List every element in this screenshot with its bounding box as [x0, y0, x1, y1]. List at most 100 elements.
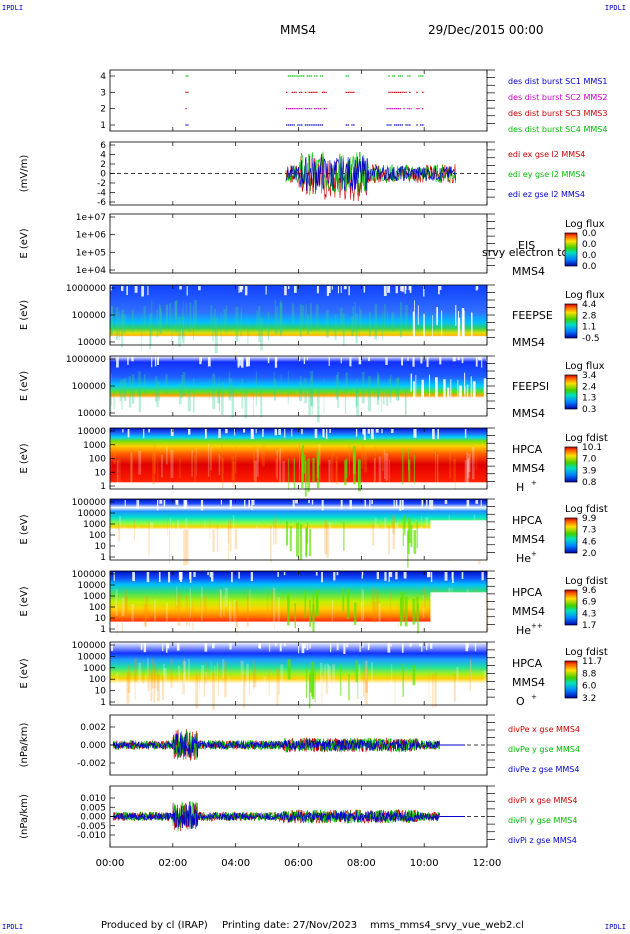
- feepsi-cbar-title: Log flux: [565, 361, 605, 372]
- hpca_o-gap: [343, 643, 346, 654]
- feepsi-streak: [447, 387, 450, 423]
- hpca_he-streak: [270, 526, 272, 563]
- feepse-streak: [355, 313, 358, 344]
- feepse-gap: [316, 286, 319, 294]
- hpca_h-gap: [262, 429, 264, 437]
- hpca_h-streak: [331, 450, 334, 484]
- feepsi-colorbar: [564, 374, 578, 410]
- hpca_hepp-gap: [430, 572, 433, 583]
- hpca_he-gap: [349, 500, 352, 510]
- hpca_hepp-cbar-tick-label: 9.6: [582, 586, 597, 596]
- feepsi-instrument: FEEPSI: [512, 380, 549, 393]
- hpca_he-streak: [227, 518, 229, 543]
- hpca_he-streak: [186, 529, 189, 565]
- hpca_he-streak: [172, 521, 174, 551]
- hpca_o-streak: [453, 673, 456, 702]
- hpca_he-gap: [244, 500, 246, 509]
- hpca_he-streak: [212, 529, 215, 552]
- hpca_o-streak: [394, 671, 396, 706]
- feepsi-gap: [478, 357, 482, 361]
- hpca_h-streak: [319, 451, 321, 482]
- hpca_he-gap: [175, 500, 178, 505]
- hpca_hepp-ytick-label: 100: [89, 603, 106, 613]
- hpca_hepp-streak: [486, 597, 489, 631]
- feepse-streak: [342, 312, 345, 346]
- feepse-streak: [119, 310, 121, 340]
- divpe-ylabel: (nPa/km): [19, 723, 30, 768]
- hpca_he-streak: [169, 530, 171, 564]
- hpca_hepp-streak: [342, 587, 345, 612]
- hpca_o-streak: [357, 669, 359, 700]
- eis-cbar-tick-label: 0.0: [582, 262, 597, 272]
- hpca_he-gap: [156, 500, 159, 511]
- hpca_hepp-gap: [146, 572, 150, 583]
- hpca_hepp-ytick-label: 100000: [72, 570, 107, 580]
- hpca_hepp-ytick-label: 1: [100, 625, 106, 635]
- hpca_he-streak: [117, 522, 121, 542]
- hpca_o-gap: [166, 643, 168, 653]
- hpca_o-streak: [212, 672, 215, 710]
- hpca_h-streak: [234, 445, 237, 473]
- hpca_hepp-streak: [404, 596, 408, 627]
- feepsi-streak: [376, 377, 380, 405]
- hpca_h-gap: [291, 429, 293, 437]
- feepse-gap: [383, 286, 387, 296]
- divpi-legend-entry: divPi x gse MMS4: [508, 796, 577, 805]
- feepse-gap: [439, 286, 442, 290]
- hpca_he-gap: [311, 500, 314, 505]
- burst-legend-entry: des dist burst SC1 MMS1: [508, 77, 607, 86]
- feepsi-streak: [356, 388, 359, 416]
- hpca_h-streak: [304, 460, 307, 497]
- feepse-streak: [121, 314, 123, 348]
- feepsi-gap: [426, 357, 429, 368]
- hpca_hepp-streak: [176, 586, 178, 606]
- hpca_hepp-instrument: HPCA: [512, 586, 543, 599]
- feepse-gap: [293, 286, 297, 293]
- feepsi-spectrogram: [110, 356, 487, 416]
- hpca_o-species-label: O: [516, 695, 525, 708]
- hpca_h-sc-label: MMS4: [512, 462, 545, 475]
- feepse-streak: [305, 303, 307, 327]
- hpca_hepp-gap: [389, 572, 393, 578]
- hpca_h-streak: [316, 456, 320, 489]
- hpca_hepp-streak: [274, 599, 276, 630]
- feepsi-streak: [124, 378, 127, 401]
- feepsi-streak: [181, 374, 184, 398]
- hpca_h-gap: [301, 429, 303, 435]
- burst-legend-entry: des dist burst SC2 MMS2: [508, 93, 607, 102]
- hpca_o-streak: [150, 671, 153, 702]
- hpca_hepp-streak: [246, 594, 249, 627]
- hpca_hepp-streak: [400, 592, 404, 621]
- hpca_o-streak: [412, 664, 416, 686]
- feepse-streak: [339, 307, 343, 327]
- hpca_he-gap: [422, 500, 424, 505]
- feepse-streak: [279, 302, 283, 334]
- hpca_o-streak: [153, 662, 157, 688]
- hpca_o-streak: [432, 674, 434, 708]
- hpca_he-gap: [321, 500, 324, 511]
- hpca_h-streak: [196, 447, 197, 476]
- hpca_o-streak: [323, 664, 326, 700]
- feepsi-gap: [240, 357, 244, 368]
- feepsi-streak: [397, 377, 399, 401]
- eis-overlay-label: srvy electron to: [482, 246, 569, 259]
- hpca_he-gap: [444, 500, 448, 504]
- feepsi-streak: [356, 378, 358, 406]
- feepse-streak: [351, 316, 354, 337]
- feepsi-gap: [412, 357, 415, 367]
- hpca_o-streak: [224, 661, 227, 698]
- hpca_h-streak: [374, 446, 376, 481]
- date-title: 29/Dec/2015 00:00: [428, 23, 544, 37]
- divpi-legend-entry: divPi z gse MMS4: [508, 836, 577, 845]
- feepse-streak: [423, 313, 425, 343]
- hpca_h-gap: [122, 429, 124, 433]
- corner-label-tr: IPDLI: [604, 4, 626, 12]
- hpca_o-gap: [140, 643, 143, 650]
- hpca_he-cbar-tick-label: 2.0: [582, 549, 597, 559]
- feepse-streak: [432, 315, 433, 337]
- feepsi-gap: [481, 357, 483, 368]
- hpca_o-gap: [346, 643, 349, 648]
- hpca_hepp-streak: [312, 593, 315, 615]
- hpca_hepp-streak: [247, 589, 249, 626]
- feepse-streak: [123, 314, 126, 334]
